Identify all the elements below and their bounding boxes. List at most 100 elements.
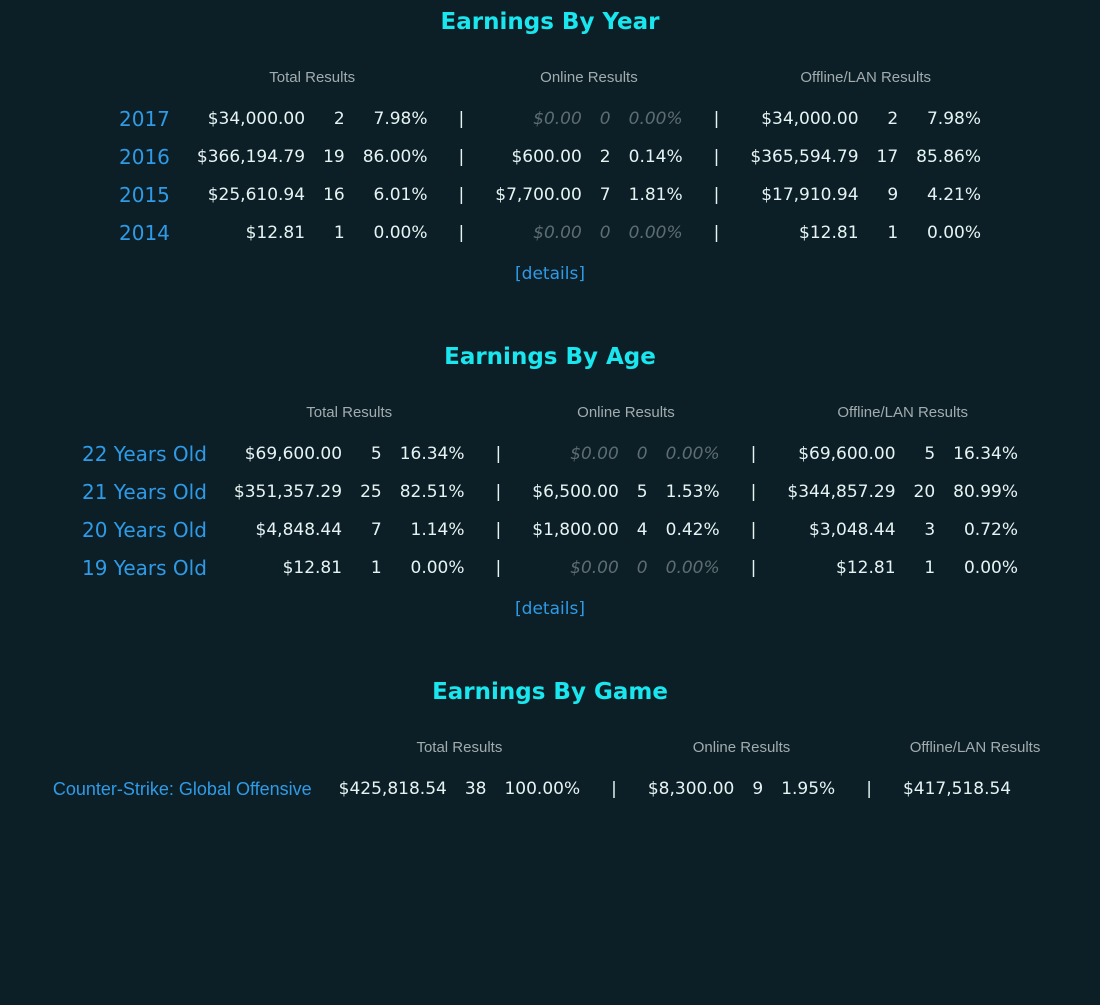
online-cell: $600.00 [511, 147, 582, 167]
separator: | [750, 444, 757, 464]
offline-cell: 20 [913, 482, 936, 502]
offline-cell: $34,000.00 [761, 109, 859, 129]
online-cell: 0 [599, 109, 611, 129]
separator: | [495, 482, 502, 502]
online-cell: 5 [636, 482, 648, 502]
online-cell: 0.00% [665, 444, 720, 464]
offline-cell: 2 [887, 109, 899, 129]
online-cell: 0.00% [628, 223, 683, 243]
spacer [73, 389, 225, 435]
column-header: Total Results [306, 403, 393, 421]
column-header: Online Results [692, 738, 791, 756]
row-label[interactable]: 2016 [119, 145, 170, 169]
offline-cell: 80.99% [953, 482, 1018, 502]
online-cell: $7,700.00 [495, 185, 582, 205]
spacer [692, 54, 742, 100]
header-row: Total Results Online Results Offline/LAN R… [44, 724, 1056, 770]
details-link[interactable]: [details] [515, 264, 585, 284]
total-cell: $4,848.44 [255, 520, 343, 540]
separator: | [750, 558, 757, 578]
online-cell: 9 [752, 779, 764, 799]
data-row: 21 Years Old $351,357.29 25 82.51% | $6,500.0… [73, 473, 1027, 511]
column-header: Offline/LAN Results [800, 68, 931, 86]
offline-cell: $69,600.00 [798, 444, 896, 464]
online-cell: $1,800.00 [532, 520, 619, 540]
column-header: Online Results [577, 403, 675, 421]
online-cell: $0.00 [533, 223, 582, 243]
data-row: 2015 $25,610.94 16 6.01% | $7,700.00 7 1.81% | $1… [110, 176, 990, 214]
total-cell: 25 [360, 482, 382, 502]
earnings-table: Total Results Online Results Offline/LAN R… [110, 54, 990, 252]
row-label[interactable]: 21 Years Old [81, 480, 207, 504]
empty-cell [1020, 770, 1038, 808]
offline-cell: 9 [887, 185, 899, 205]
separator: | [458, 147, 465, 167]
row-label[interactable]: 2017 [119, 107, 170, 131]
data-row: 19 Years Old $12.81 1 0.00% | $0.00 0 0.00% | $12… [73, 549, 1027, 587]
offline-cell: 3 [924, 520, 936, 540]
total-cell: $425,818.54 [338, 779, 447, 799]
row-label[interactable]: 22 Years Old [81, 442, 207, 466]
separator: | [458, 109, 465, 129]
separator: | [458, 223, 465, 243]
row-label[interactable]: 19 Years Old [81, 556, 207, 580]
row-label[interactable]: Counter-Strike: Global Offensive [52, 778, 312, 799]
online-cell: $8,300.00 [647, 779, 735, 799]
total-cell: $25,610.94 [207, 185, 306, 205]
total-cell: 16 [323, 185, 345, 205]
offline-cell: 17 [876, 147, 899, 167]
separator: | [713, 223, 720, 243]
offline-cell: $17,910.94 [761, 185, 859, 205]
online-cell: 7 [599, 185, 611, 205]
total-cell: 0.00% [410, 558, 465, 578]
offline-cell: 85.86% [916, 147, 981, 167]
spacer [589, 724, 639, 770]
total-cell: 1 [333, 223, 345, 243]
row-label[interactable]: 2014 [119, 221, 170, 245]
total-cell: 16.34% [399, 444, 465, 464]
offline-cell: 0.00% [926, 223, 981, 243]
separator: | [495, 558, 502, 578]
column-header: Online Results [540, 68, 638, 86]
data-row: 2017 $34,000.00 2 7.98% | $0.00 0 0.00% | $34,000… [110, 100, 990, 138]
spacer [474, 389, 524, 435]
spacer [729, 389, 779, 435]
online-cell: 1.95% [781, 779, 836, 799]
separator: | [495, 444, 502, 464]
separator: | [611, 779, 617, 799]
section: Earnings By Year Total Results Online Resu… [0, 0, 1100, 335]
row-label[interactable]: 20 Years Old [81, 518, 207, 542]
earnings-table: Total Results Online Results Offline/LAN R… [73, 389, 1027, 587]
online-cell: $0.00 [533, 109, 582, 129]
online-cell: 0 [636, 444, 648, 464]
online-cell: $0.00 [570, 558, 619, 578]
offline-cell: $3,048.44 [809, 520, 896, 540]
total-cell: 38 [464, 779, 487, 799]
separator: | [750, 520, 757, 540]
details-link[interactable]: [details] [515, 599, 585, 619]
spacer [437, 54, 487, 100]
header-row: Total Results Online Results Offline/LAN R… [110, 54, 990, 100]
online-cell: 4 [636, 520, 648, 540]
total-cell: $12.81 [245, 223, 306, 243]
offline-cell: 1 [887, 223, 899, 243]
separator: | [866, 779, 872, 799]
column-header: Offline/LAN Results [837, 403, 968, 421]
section-title: Earnings By Game [432, 679, 668, 705]
offline-cell: 1 [924, 558, 936, 578]
data-row: 20 Years Old $4,848.44 7 1.14% | $1,800.00 4 0.… [73, 511, 1027, 549]
data-row: 2016 $366,194.79 19 86.00% | $600.00 2 0.14% | $3… [110, 138, 990, 176]
offline-cell: $344,857.29 [787, 482, 896, 502]
offline-cell: $417,518.54 [902, 779, 1012, 799]
online-cell: 0.42% [665, 520, 720, 540]
total-cell: 86.00% [362, 147, 428, 167]
separator: | [713, 185, 720, 205]
row-label[interactable]: 2015 [119, 183, 170, 207]
total-cell: 5 [370, 444, 382, 464]
separator: | [458, 185, 465, 205]
online-cell: $0.00 [570, 444, 619, 464]
offline-cell: 0.72% [963, 520, 1018, 540]
total-cell: 1.14% [410, 520, 465, 540]
total-cell: $351,357.29 [233, 482, 343, 502]
total-cell: $69,600.00 [244, 444, 343, 464]
